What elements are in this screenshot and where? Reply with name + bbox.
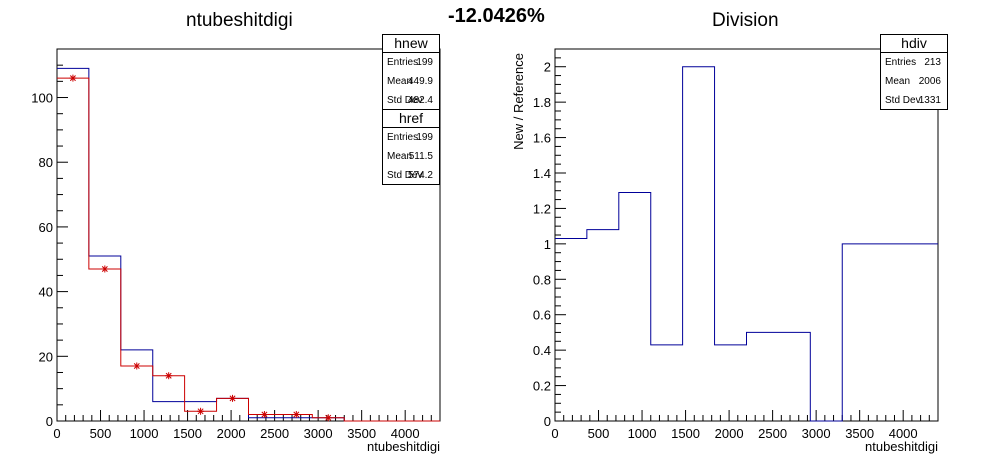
- y-tick-label: 2: [544, 60, 551, 75]
- x-tick-label: 500: [588, 426, 610, 441]
- marker-stroke: [325, 414, 332, 421]
- y-tick-label: 1.6: [533, 131, 551, 146]
- x-tick-label: 3000: [802, 426, 831, 441]
- y-tick-label: 100: [31, 91, 53, 106]
- percent-difference-label: -12.0426%: [448, 5, 545, 27]
- stats-mean-label: Mean: [387, 151, 413, 162]
- y-tick-label: 20: [39, 349, 53, 364]
- left-chart-title: ntubeshitdigi: [186, 10, 293, 31]
- x-tick-label: 1000: [130, 426, 159, 441]
- y-tick-label: 1: [544, 237, 551, 252]
- stats-box-title: hnew: [383, 35, 439, 53]
- stats-std-value: 1331: [918, 95, 941, 106]
- y-tick-label: 0: [46, 414, 53, 429]
- stats-box-hnew: hnew Entries 199 Mean 449.9 Std Dev 482.4: [382, 34, 440, 110]
- x-tick-label: 4000: [391, 426, 420, 441]
- x-axis-label: ntubeshitdigi: [367, 439, 440, 454]
- marker-stroke: [197, 408, 204, 415]
- stats-box-hdiv: hdiv Entries 213 Mean 2006 Std Dev 1331: [880, 34, 948, 110]
- stats-box-title: hdiv: [881, 35, 947, 53]
- series-href-marker: [324, 414, 332, 422]
- series-href-marker: [229, 394, 237, 402]
- x-tick-label: 1000: [628, 426, 657, 441]
- marker-stroke: [133, 363, 140, 369]
- x-tick-label: 0: [551, 426, 558, 441]
- y-tick-label: 1.8: [533, 95, 551, 110]
- stats-mean-value: 449.9: [407, 76, 433, 87]
- stats-entries-value: 213: [924, 57, 941, 68]
- x-tick-label: 3500: [845, 426, 874, 441]
- x-axis-label: ntubeshitdigi: [865, 439, 938, 454]
- stats-mean-label: Mean: [387, 76, 413, 87]
- series-hdiv-line: [555, 66, 938, 422]
- x-tick-label: 2500: [260, 426, 289, 441]
- stats-entries-label: Entries: [387, 132, 419, 143]
- series-href-marker: [197, 407, 205, 415]
- x-tick-label: 1500: [173, 426, 202, 441]
- stats-std-value: 574.2: [407, 170, 433, 181]
- marker-stroke: [101, 265, 108, 272]
- series-href-marker: [133, 362, 141, 370]
- stats-box-href: href Entries 199 Mean 511.5 Std Dev 574.2: [382, 109, 440, 185]
- stats-entries-label: Entries: [885, 57, 917, 68]
- x-tick-label: 3500: [347, 426, 376, 441]
- y-tick-label: 0.4: [533, 343, 551, 358]
- marker-stroke: [293, 411, 300, 418]
- series-href-marker: [69, 74, 77, 82]
- plot-1: 0 500 1000 1500 2000 2500 3000 3500 4000 0 0.2 0.4 0…: [511, 48, 939, 454]
- x-tick-label: 1500: [671, 426, 700, 441]
- stats-entries-value: 199: [416, 57, 433, 68]
- stats-box-title: href: [383, 110, 439, 128]
- series-href-marker: [292, 411, 300, 419]
- marker-stroke: [229, 395, 236, 402]
- stats-mean-label: Mean: [885, 76, 911, 87]
- series-href-marker: [101, 265, 109, 273]
- series-href-marker: [260, 411, 268, 419]
- stats-std-label: Std Dev: [387, 95, 423, 106]
- y-tick-label: 0: [544, 414, 551, 429]
- y-tick-label: 0.6: [533, 308, 551, 323]
- stats-std-label: Std Dev: [885, 95, 921, 106]
- y-tick-label: 80: [39, 155, 53, 170]
- y-axis-label: New / Reference: [511, 53, 526, 150]
- x-tick-label: 2000: [217, 426, 246, 441]
- y-tick-label: 60: [39, 220, 53, 235]
- y-tick-label: 40: [39, 285, 53, 300]
- stats-entries-label: Entries: [387, 57, 419, 68]
- y-tick-label: 0.8: [533, 272, 551, 287]
- marker-stroke: [69, 75, 76, 82]
- stats-mean-value: 2006: [918, 76, 941, 87]
- y-tick-label: 1.4: [533, 166, 551, 181]
- x-tick-label: 4000: [889, 426, 918, 441]
- stats-entries-value: 199: [416, 132, 433, 143]
- series-href-marker: [165, 372, 173, 380]
- x-tick-label: 3000: [304, 426, 333, 441]
- stats-std-label: Std Dev: [387, 170, 423, 181]
- marker-stroke: [261, 411, 268, 418]
- series-href-line: [57, 77, 440, 422]
- y-tick-label: 1.2: [533, 201, 551, 216]
- stats-mean-value: 511.5: [408, 151, 433, 162]
- plot-0: 0 500 1000 1500 2000 2500 3000 3500 4000 0 20 40 60 8…: [31, 48, 441, 454]
- x-tick-label: 2500: [758, 426, 787, 441]
- x-tick-label: 500: [90, 426, 112, 441]
- y-tick-label: 0.2: [533, 379, 551, 394]
- stats-std-value: 482.4: [407, 95, 433, 106]
- marker-stroke: [165, 372, 172, 379]
- right-chart-title: Division: [712, 10, 779, 31]
- x-tick-label: 0: [53, 426, 60, 441]
- x-tick-label: 2000: [715, 426, 744, 441]
